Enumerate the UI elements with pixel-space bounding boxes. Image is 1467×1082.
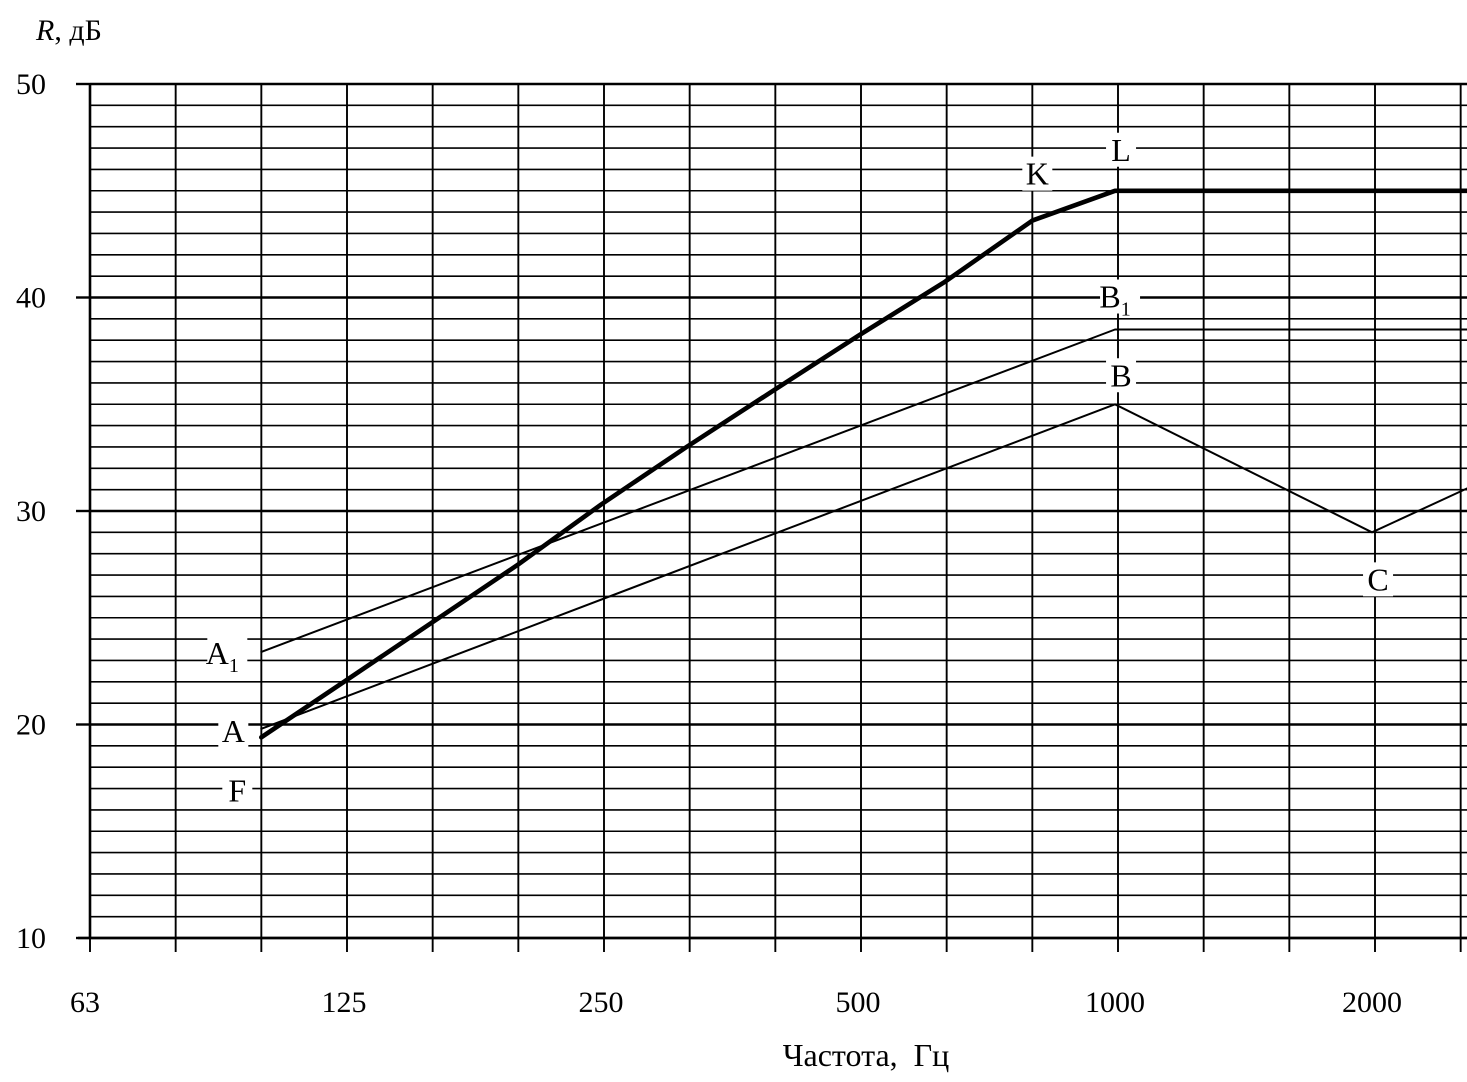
- point-label-K: K: [1026, 156, 1049, 192]
- series-line-ABC: [260, 403, 1467, 730]
- point-label-bg: [222, 773, 253, 808]
- point-label-bg: [1022, 156, 1053, 191]
- grid: [89, 82, 1467, 952]
- x-axis-title: Частота, Гц: [783, 1037, 950, 1073]
- point-label-bg: [1106, 132, 1137, 167]
- point-label-subscript: 1: [229, 655, 239, 677]
- y-axis-unit: дБ: [69, 14, 102, 47]
- y-tick-label: 50: [16, 68, 46, 101]
- series-line-A1B1: [260, 328, 1467, 653]
- point-label-bg: [207, 635, 248, 670]
- x-tick-label: 500: [836, 986, 881, 1019]
- point-label-bg: [1363, 562, 1394, 597]
- y-tick-label: 20: [16, 709, 46, 742]
- point-label-B: B: [1110, 357, 1131, 393]
- y-axis-title: R, дБ: [35, 14, 102, 47]
- x-tick-label: 125: [322, 986, 367, 1019]
- axes: [76, 82, 1467, 940]
- series-lines: [258, 188, 1467, 740]
- point-label-F: F: [228, 772, 246, 808]
- point-label-bg: [218, 713, 249, 748]
- x-tick-label: 250: [579, 986, 624, 1019]
- y-tick-label: 30: [16, 495, 46, 528]
- point-label-L: L: [1111, 132, 1131, 168]
- point-label-A: A: [222, 713, 245, 749]
- point-label-bg: [1106, 358, 1137, 393]
- y-axis-sep: ,: [54, 14, 69, 47]
- point-label-C: C: [1367, 561, 1388, 597]
- series-line-FKL: [258, 188, 1467, 740]
- x-tick-label: 63: [70, 986, 100, 1019]
- x-tick-label: 2000: [1342, 986, 1402, 1019]
- tick-labels: 10 20 30 40 50 63 125 250 500 1000 2000: [16, 68, 1402, 1019]
- point-label-bg: [1100, 279, 1141, 314]
- y-tick-label: 10: [16, 922, 46, 955]
- point-label-subscript: 1: [1121, 299, 1131, 321]
- y-axis-symbol: R: [35, 14, 54, 47]
- x-tick-label: 1000: [1085, 986, 1145, 1019]
- y-tick-label: 40: [16, 282, 46, 315]
